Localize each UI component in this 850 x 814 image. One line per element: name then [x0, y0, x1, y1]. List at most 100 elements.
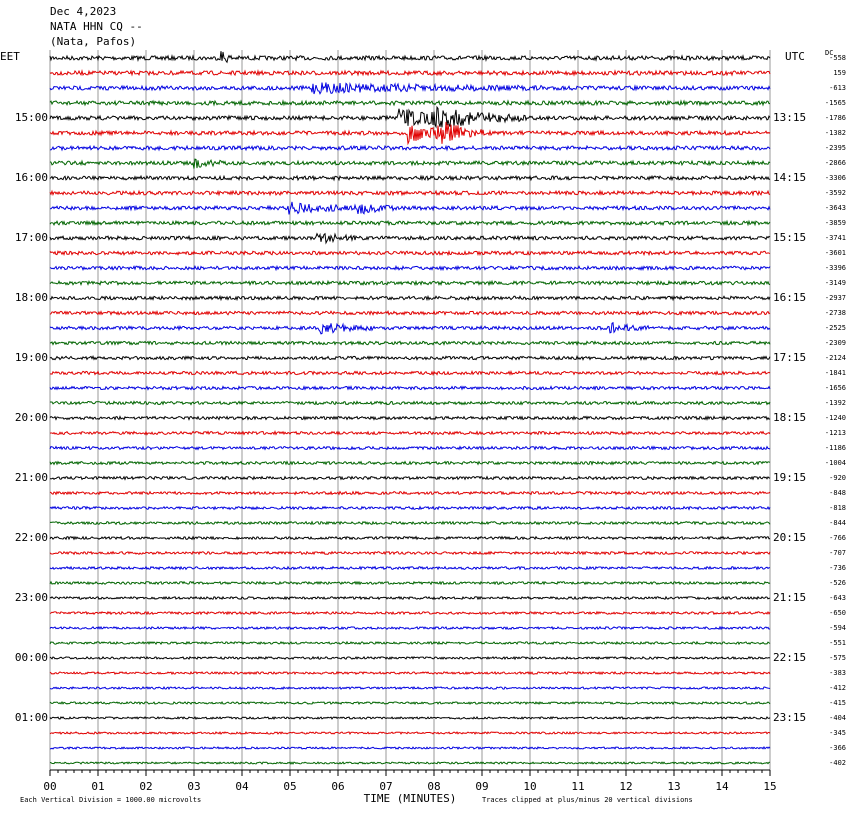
x-tick-label: 10 — [523, 780, 536, 793]
dc-offset: -818 — [829, 504, 846, 512]
eet-hour-label: 20:00 — [15, 411, 48, 424]
dc-offset: -3643 — [825, 204, 846, 212]
dc-offset: -402 — [829, 759, 846, 767]
x-tick-label: 04 — [235, 780, 249, 793]
dc-offset: -3306 — [825, 174, 846, 182]
dc-offset: -707 — [829, 549, 846, 557]
left-zone: EET — [0, 50, 20, 63]
eet-hour-label: 19:00 — [15, 351, 48, 364]
dc-offset: -1004 — [825, 459, 846, 467]
trace — [49, 294, 771, 302]
trace — [49, 279, 771, 287]
dc-offset: -551 — [829, 639, 846, 647]
trace — [49, 99, 770, 107]
x-tick-label: 15 — [763, 780, 776, 793]
dc-offset: -2866 — [825, 159, 846, 167]
utc-hour-label: 22:15 — [773, 651, 806, 664]
utc-hour-label: 14:15 — [773, 171, 806, 184]
dc-offset: -643 — [829, 594, 846, 602]
dc-offset: -1382 — [825, 129, 846, 137]
dc-offset: -366 — [829, 744, 846, 752]
trace — [49, 121, 771, 146]
trace — [49, 520, 771, 526]
trace — [49, 731, 771, 736]
eet-hour-label: 18:00 — [15, 291, 48, 304]
clip-note: Traces clipped at plus/minus 20 vertical… — [482, 796, 693, 804]
trace — [49, 625, 771, 631]
trace — [49, 264, 771, 272]
eet-hour-label: 16:00 — [15, 171, 48, 184]
trace — [49, 81, 771, 95]
dc-offset: -3741 — [825, 234, 846, 242]
x-tick-label: 01 — [91, 780, 104, 793]
trace — [50, 201, 771, 215]
dc-offset: -844 — [829, 519, 846, 527]
eet-hour-label: 00:00 — [15, 651, 48, 664]
trace — [49, 415, 771, 421]
x-tick-label: 11 — [571, 780, 584, 793]
dc-offset: -3592 — [825, 189, 846, 197]
dc-offset: -736 — [829, 564, 846, 572]
utc-hour-label: 20:15 — [773, 531, 806, 544]
trace — [49, 232, 771, 245]
utc-hour-label: 17:15 — [773, 351, 806, 364]
trace — [49, 249, 771, 257]
x-tick-label: 07 — [379, 780, 392, 793]
minor-ticks — [49, 770, 771, 776]
utc-hour-label: 16:15 — [773, 291, 806, 304]
title-date: Dec 4,2023 — [50, 5, 116, 18]
utc-hour-label: 21:15 — [773, 591, 806, 604]
dc-offset: 159 — [833, 69, 846, 77]
dc-offset: -526 — [829, 579, 846, 587]
x-tick-label: 12 — [619, 780, 632, 793]
trace — [49, 309, 771, 317]
x-tick-label: 05 — [283, 780, 296, 793]
trace — [49, 655, 771, 661]
x-tick-label: 09 — [475, 780, 488, 793]
trace — [49, 321, 771, 335]
dc-offset: -1213 — [825, 429, 846, 437]
dc-offset: -3601 — [825, 249, 846, 257]
trace — [49, 400, 771, 406]
offset-label: DC — [825, 49, 833, 57]
trace — [49, 385, 771, 391]
trace — [49, 158, 771, 169]
trace — [49, 355, 771, 361]
dc-offset: -1240 — [825, 414, 846, 422]
eet-hour-label: 22:00 — [15, 531, 48, 544]
x-tick-label: 02 — [139, 780, 152, 793]
dc-offset: -1392 — [825, 399, 846, 407]
scale-note: Each Vertical Division = 1000.00 microvo… — [20, 796, 201, 804]
trace — [49, 189, 771, 197]
trace — [49, 716, 771, 721]
dc-offset: -2395 — [825, 144, 846, 152]
dc-offset: -650 — [829, 609, 846, 617]
trace — [49, 445, 771, 451]
dc-offset: -412 — [829, 684, 846, 692]
trace — [49, 490, 771, 496]
dc-offset: -848 — [829, 489, 846, 497]
dc-offset: -613 — [829, 84, 846, 92]
trace — [49, 475, 771, 481]
title-location: (Nata, Pafos) — [50, 35, 136, 48]
trace — [49, 105, 771, 129]
eet-hour-label: 23:00 — [15, 591, 48, 604]
dc-offset: -2525 — [825, 324, 846, 332]
dc-offset: -2309 — [825, 339, 846, 347]
eet-hour-label: 15:00 — [15, 111, 48, 124]
dc-offset: -383 — [829, 669, 846, 677]
dc-offset: -558 — [829, 54, 846, 62]
trace — [49, 610, 771, 616]
trace — [49, 595, 770, 601]
dc-offset: -1565 — [825, 99, 846, 107]
dc-offset: -3396 — [825, 264, 846, 272]
trace — [49, 174, 771, 182]
dc-offset: -575 — [829, 654, 846, 662]
trace — [49, 580, 771, 586]
trace — [49, 640, 771, 646]
eet-hour-label: 17:00 — [15, 231, 48, 244]
x-tick-label: 03 — [187, 780, 200, 793]
trace — [49, 340, 771, 346]
trace — [49, 685, 771, 691]
